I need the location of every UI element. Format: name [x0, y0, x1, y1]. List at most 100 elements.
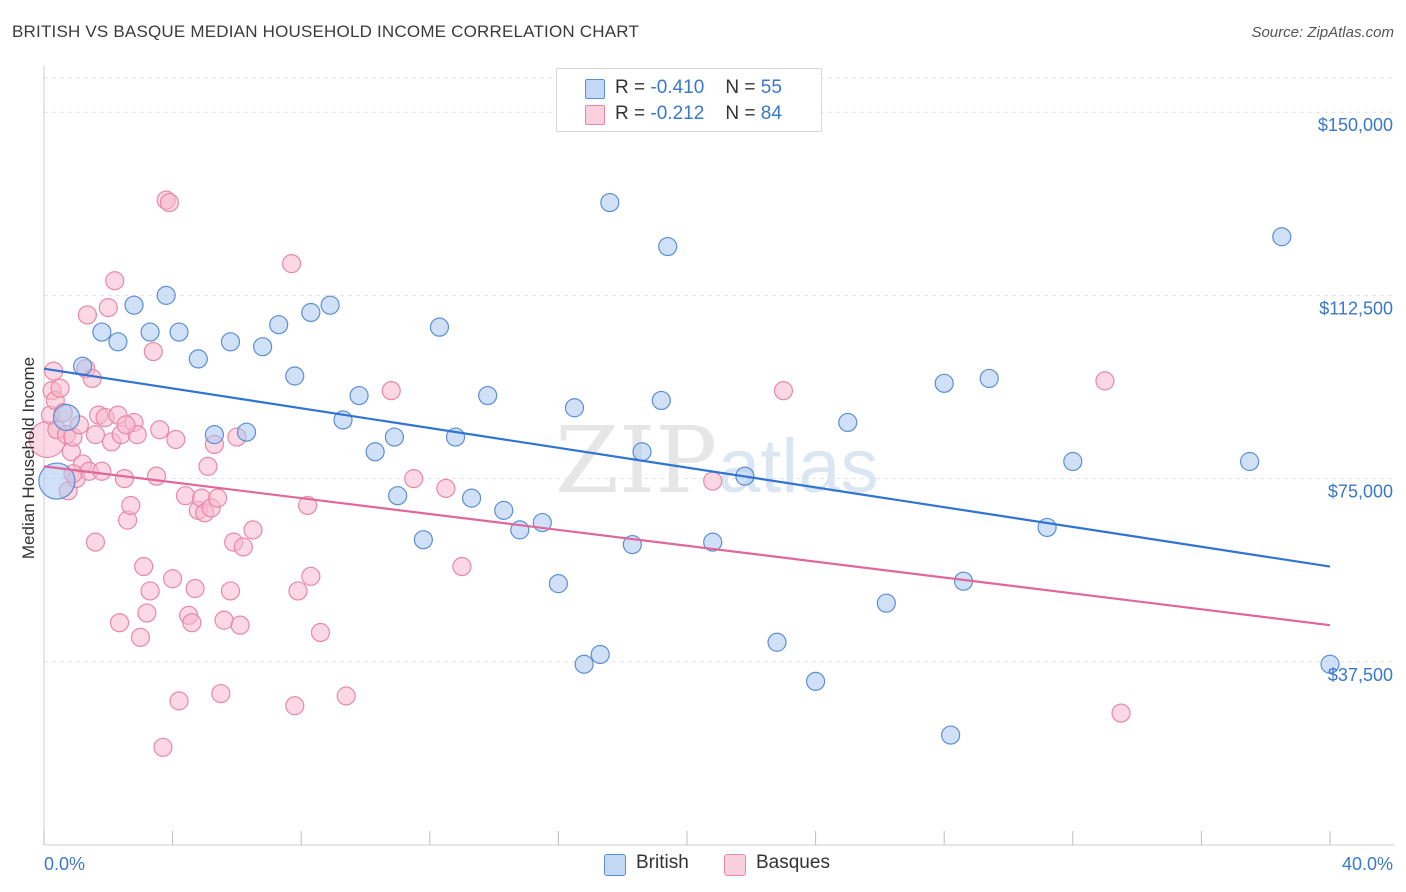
british-r-value: -0.410: [650, 77, 705, 98]
british-point: [805, 671, 826, 691]
british-point: [253, 337, 273, 357]
basques-point: [1095, 371, 1115, 391]
basques-n-label: N =: [725, 103, 756, 124]
basques-point: [134, 556, 154, 577]
british-point: [838, 412, 858, 433]
basques-point: [214, 610, 234, 630]
basques-point: [85, 425, 106, 445]
y-tick-label: $75,000: [1328, 482, 1393, 502]
british-point: [564, 398, 585, 418]
british-trend-line: [43, 367, 1331, 568]
british-point: [156, 285, 176, 305]
basques-trend-line: [43, 465, 1331, 627]
british-point: [388, 486, 408, 506]
basques-point: [233, 537, 253, 557]
y-tick-label: $112,500: [1319, 298, 1393, 318]
basques-point: [298, 495, 318, 516]
basques-point: [208, 488, 228, 508]
british-point: [301, 302, 321, 323]
british-point: [658, 236, 678, 257]
basques-point: [163, 569, 183, 589]
british-point: [384, 427, 405, 447]
basques-point: [230, 615, 250, 635]
basques-point: [150, 420, 170, 440]
british-point: [320, 295, 340, 315]
british-swatch: [585, 79, 605, 99]
basques-point: [77, 305, 98, 325]
british-point: [478, 385, 498, 406]
y-tick-label: $37,500: [1328, 665, 1393, 685]
basques-point: [143, 341, 163, 362]
basques-legend-label: Basques: [756, 852, 830, 873]
grid-layer: [44, 77, 1395, 663]
basques-r-value: -0.212: [650, 103, 705, 124]
basques-point: [85, 532, 106, 552]
british-point: [188, 349, 208, 369]
british-point: [767, 632, 787, 652]
basques-point: [98, 298, 118, 318]
british-point: [574, 654, 594, 674]
basques-point: [452, 556, 472, 577]
basques-point: [116, 415, 136, 435]
british-point: [204, 425, 224, 445]
trend-lines: [43, 367, 1331, 627]
british-point: [651, 390, 671, 411]
british-n-value: 55: [760, 77, 782, 98]
basques-point: [773, 381, 794, 401]
basques-series: [28, 190, 1131, 757]
basques-point: [146, 466, 167, 486]
british-legend-label: British: [636, 852, 689, 873]
british-point: [979, 368, 999, 389]
x-tick-label: 0.0%: [44, 854, 85, 874]
correlation-legend: R = -0.410 N = 55 R = -0.212 N = 84: [556, 68, 822, 132]
basques-r-label: R =: [615, 103, 646, 124]
british-point: [92, 322, 112, 342]
british-point: [703, 532, 723, 552]
basques-point: [220, 581, 241, 601]
basques-point: [166, 429, 186, 450]
basques-point: [159, 192, 179, 213]
british-point: [600, 192, 620, 213]
british-point: [461, 488, 482, 508]
british-legend-swatch: [604, 854, 626, 876]
basques-point: [381, 381, 401, 401]
british-point: [108, 332, 128, 352]
british-point: [365, 442, 385, 462]
basques-n-value: 84: [760, 103, 782, 124]
basques-point: [211, 683, 231, 704]
basques-point: [50, 378, 70, 398]
basques-point: [92, 461, 112, 481]
basques-point: [130, 627, 151, 647]
british-point: [349, 385, 369, 406]
source-label: Source: ZipAtlas.com: [1251, 24, 1394, 41]
basques-point: [301, 566, 321, 586]
basques-point: [310, 622, 331, 643]
basques-point: [121, 495, 141, 516]
british-point: [169, 322, 189, 342]
british-point: [1063, 451, 1083, 472]
basques-point: [1111, 703, 1131, 723]
basques-point: [114, 468, 134, 489]
basques-point: [140, 581, 160, 601]
british-point: [52, 403, 81, 432]
basques-point: [436, 478, 456, 498]
basques-point: [175, 486, 196, 506]
watermark-atlas: atlas: [718, 424, 879, 509]
british-r-label: R =: [615, 77, 646, 98]
british-point: [548, 574, 569, 594]
british-point: [876, 593, 896, 613]
basques-point: [105, 271, 125, 291]
basques-point: [243, 520, 263, 540]
basques-legend-swatch: [724, 854, 746, 876]
british-point: [285, 366, 305, 386]
british-n-label: N =: [725, 77, 756, 98]
basques-point: [185, 578, 205, 599]
british-point: [1272, 227, 1292, 247]
basques-point: [281, 254, 302, 274]
basques-point: [404, 468, 424, 489]
british-point: [269, 315, 289, 335]
basques-point: [169, 691, 189, 711]
y-axis-label: Median Household Income: [19, 357, 38, 559]
axis-labels: $37,500 $75,000 $112,500 $150,000 0.0% 40.0%: [44, 115, 1393, 874]
basques-point: [137, 603, 157, 623]
